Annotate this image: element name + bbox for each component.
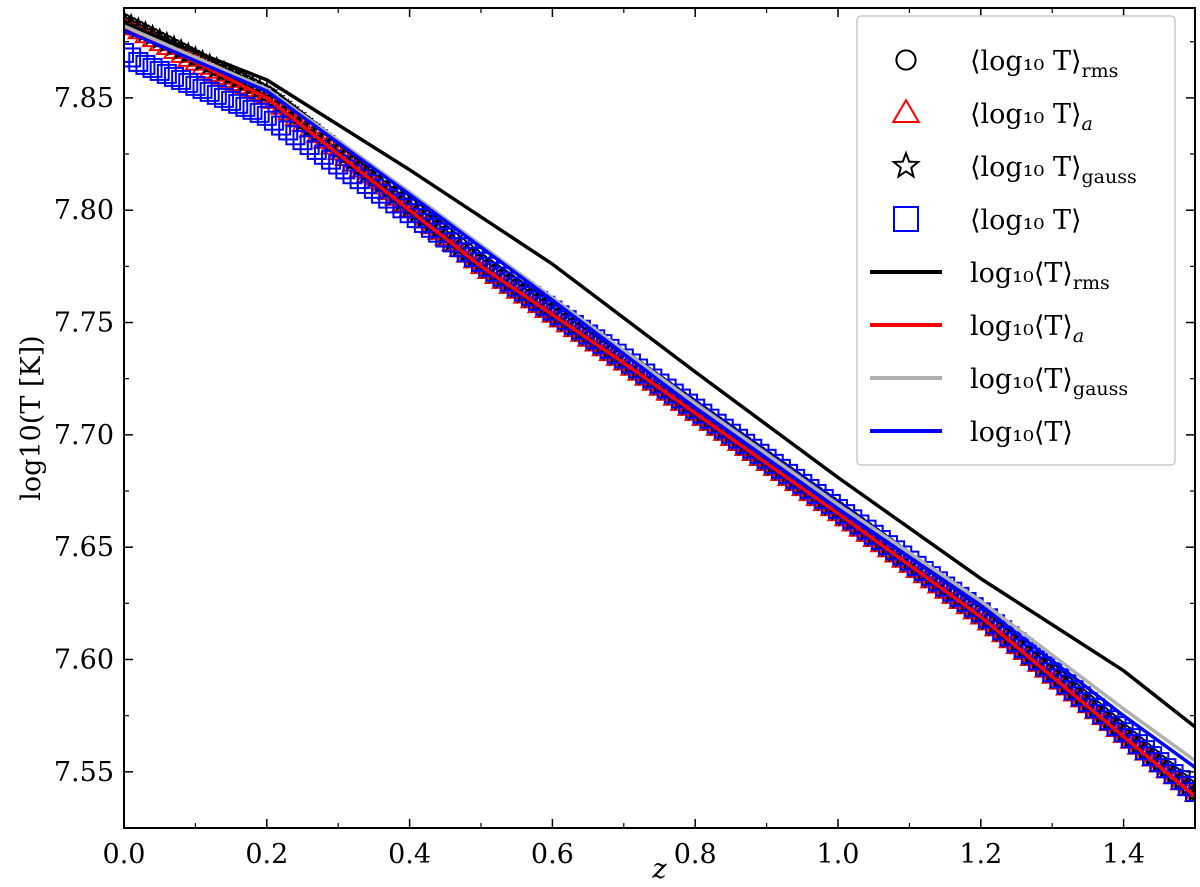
legend-entry: log₁₀⟨T⟩ [870, 417, 1073, 448]
legend-label: ⟨log₁₀ T⟩ [970, 205, 1081, 236]
legend-marker [891, 150, 921, 179]
data-point [1106, 716, 1127, 737]
legend-entry: ⟨log₁₀ T⟩gauss [891, 150, 1137, 188]
data-point [1113, 722, 1134, 743]
data-point [185, 75, 206, 96]
data-point [1185, 782, 1195, 803]
y-tick-label: 7.70 [54, 420, 114, 451]
legend-entry: ⟨log₁₀ T⟩a [891, 98, 1093, 135]
y-tick-labels: 7.55 7.60 7.65 7.70 7.75 7.80 7.85 [54, 83, 114, 788]
data-point [1063, 680, 1084, 701]
x-tick-label: 0.0 [103, 839, 146, 870]
y-tick-label: 7.75 [54, 308, 114, 339]
data-point [1149, 752, 1170, 773]
data-point [1099, 710, 1120, 731]
data-point [249, 102, 270, 123]
x-tick-labels: 0.0 0.2 0.4 0.6 0.8 1.0 1.2 1.4 [103, 839, 1146, 870]
x-tick-label: 1.0 [817, 839, 860, 870]
data-point [1127, 734, 1148, 755]
legend-label: log₁₀⟨T⟩rms [970, 258, 1110, 294]
data-point [1142, 746, 1163, 767]
data-point [1070, 686, 1091, 707]
legend-label: log₁₀⟨T⟩gauss [970, 364, 1128, 400]
legend: ⟨log₁₀ T⟩rms ⟨log₁₀ T⟩a ⟨log₁₀ T⟩gauss ⟨log… [856, 15, 1176, 466]
legend-box [856, 15, 1176, 466]
x-tick-label: 1.2 [959, 839, 1002, 870]
data-point [142, 57, 163, 78]
x-tick-label: 0.6 [531, 839, 574, 870]
legend-entry: ⟨log₁₀ T⟩ [893, 205, 1081, 236]
legend-marker [895, 49, 917, 71]
legend-label: ⟨log₁₀ T⟩rms [970, 46, 1118, 82]
legend-label: log₁₀⟨T⟩a [970, 311, 1084, 347]
legend-label: ⟨log₁₀ T⟩a [970, 99, 1093, 135]
data-point [199, 81, 220, 102]
data-point [178, 72, 199, 93]
data-point [228, 93, 249, 114]
y-tick-label: 7.55 [54, 757, 114, 788]
data-point [1177, 776, 1195, 797]
data-point [1049, 668, 1070, 689]
legend-entry: log₁₀⟨T⟩gauss [870, 364, 1128, 400]
x-tick-label: 0.8 [674, 839, 717, 870]
data-point [128, 51, 149, 72]
legend-marker [891, 98, 921, 123]
data-point [235, 96, 256, 117]
data-point [1085, 698, 1106, 719]
data-point [124, 47, 142, 68]
y-tick-label: 7.65 [54, 532, 114, 563]
data-point [1135, 740, 1156, 761]
y-tick-label: 7.85 [54, 83, 114, 114]
data-point [192, 78, 213, 99]
legend-label: log₁₀⟨T⟩ [970, 417, 1073, 448]
data-point [163, 66, 184, 87]
plot-marks [124, 9, 1195, 803]
data-point [1170, 770, 1191, 791]
x-tick-label: 0.4 [388, 839, 431, 870]
plot-frame [123, 7, 1196, 829]
series-line [124, 28, 1195, 769]
legend-label: ⟨log₁₀ T⟩gauss [970, 152, 1137, 188]
x-axis-label: z [651, 854, 667, 885]
series-line [124, 24, 1195, 763]
legend-entry: log₁₀⟨T⟩rms [870, 258, 1110, 294]
data-point [1092, 704, 1113, 725]
data-point [213, 87, 234, 108]
y-tick-label: 7.60 [54, 645, 114, 676]
legend-entry: ⟨log₁₀ T⟩rms [895, 46, 1118, 82]
data-point [221, 90, 242, 111]
legend-marker [893, 206, 919, 232]
series-line [124, 22, 1195, 729]
data-point [1120, 728, 1141, 749]
data-point [1077, 692, 1098, 713]
x-tick-label: 0.2 [245, 839, 288, 870]
data-point [171, 69, 192, 90]
legend-entry: log₁₀⟨T⟩a [870, 311, 1084, 347]
data-point [206, 84, 227, 105]
data-point [135, 54, 156, 75]
y-tick-label: 7.80 [54, 195, 114, 226]
x-tick-label: 1.4 [1102, 839, 1145, 870]
data-point [149, 60, 170, 81]
series-line [124, 24, 1195, 798]
data-point [1056, 674, 1077, 695]
data-point [1163, 764, 1184, 785]
data-point [156, 63, 177, 84]
data-point [1042, 662, 1063, 683]
y-axis-label: log10(T [K]) [16, 335, 47, 500]
data-point [1156, 758, 1177, 779]
data-point [242, 99, 263, 120]
